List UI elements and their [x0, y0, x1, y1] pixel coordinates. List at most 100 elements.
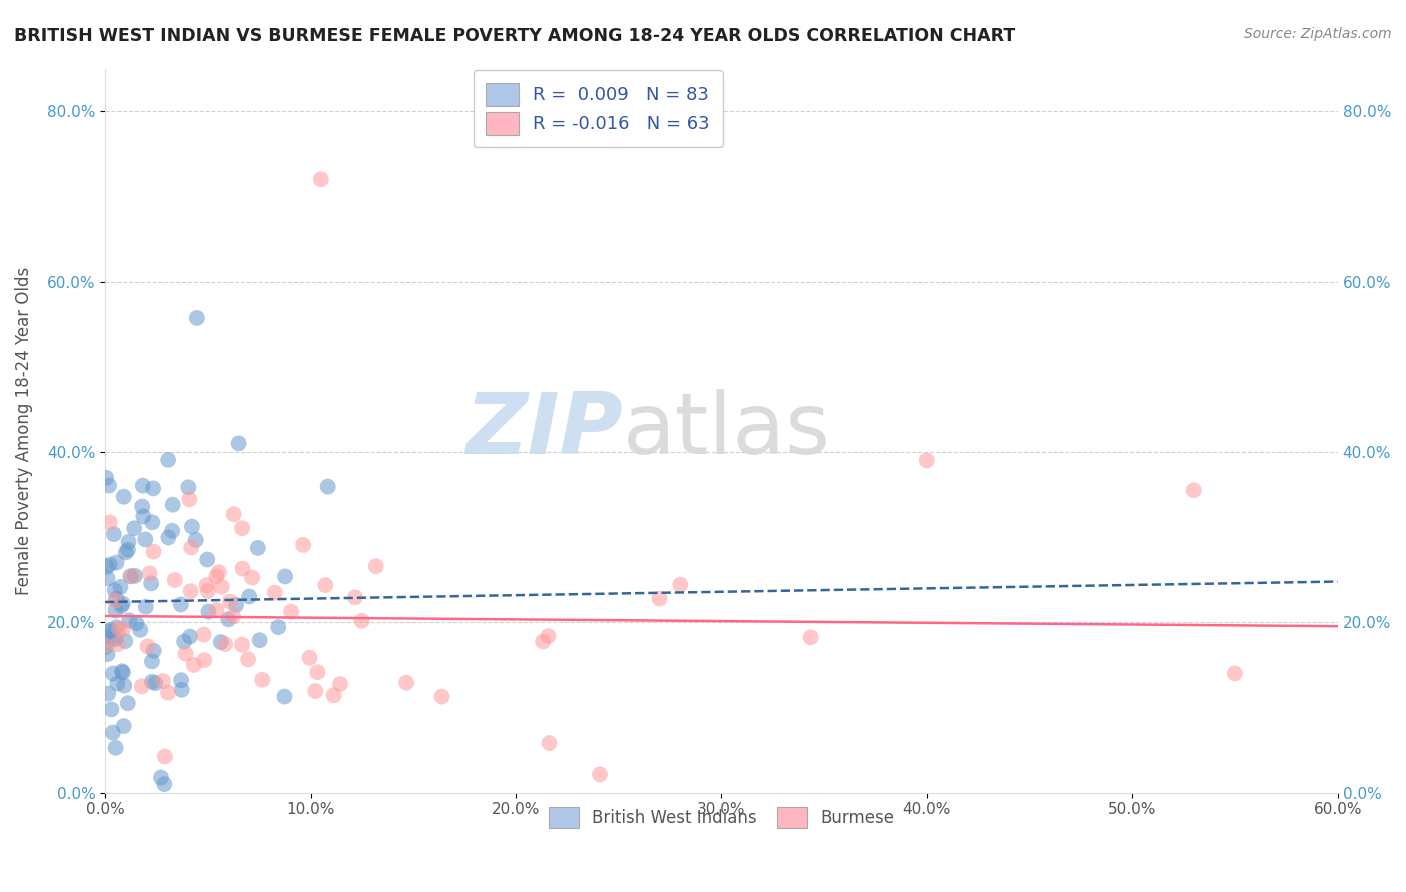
Point — [97, 687, 120, 701]
Point — [96, 559, 118, 574]
Point — [96, 471, 118, 485]
Point — [316, 480, 339, 494]
Point — [134, 533, 156, 547]
Point — [120, 569, 142, 583]
Point — [648, 591, 671, 606]
Point — [104, 603, 127, 617]
Point — [142, 644, 165, 658]
Point — [142, 481, 165, 495]
Point — [111, 597, 134, 611]
Point — [108, 622, 131, 636]
Point — [124, 569, 146, 583]
Point — [329, 677, 352, 691]
Point — [105, 620, 128, 634]
Point — [170, 598, 193, 612]
Point — [156, 685, 179, 699]
Point — [350, 614, 373, 628]
Point — [238, 590, 260, 604]
Point — [110, 580, 132, 594]
Point — [267, 620, 290, 634]
Point — [179, 492, 201, 507]
Point — [112, 719, 135, 733]
Point — [531, 634, 554, 648]
Point — [343, 591, 366, 605]
Point — [180, 541, 202, 555]
Point — [104, 593, 127, 607]
Point — [135, 599, 157, 614]
Point — [240, 571, 263, 585]
Point — [141, 674, 163, 689]
Point — [197, 584, 219, 599]
Legend: British West Indians, Burmese: British West Indians, Burmese — [543, 800, 901, 835]
Point — [252, 673, 274, 687]
Point — [117, 696, 139, 710]
Point — [197, 605, 219, 619]
Point — [208, 566, 231, 580]
Point — [800, 631, 823, 645]
Point — [141, 516, 163, 530]
Point — [141, 576, 163, 591]
Point — [111, 623, 134, 637]
Point — [96, 571, 118, 585]
Point — [97, 624, 120, 639]
Point — [1182, 483, 1205, 498]
Point — [112, 679, 135, 693]
Point — [170, 682, 193, 697]
Point — [214, 637, 236, 651]
Point — [186, 310, 208, 325]
Point — [209, 635, 232, 649]
Point — [117, 543, 139, 558]
Point — [180, 584, 202, 599]
Point — [131, 500, 153, 514]
Point — [101, 632, 124, 646]
Point — [114, 545, 136, 559]
Point — [153, 749, 176, 764]
Point — [231, 521, 253, 535]
Point — [111, 665, 134, 680]
Point — [98, 558, 121, 572]
Point — [537, 629, 560, 643]
Point — [157, 531, 180, 545]
Point — [105, 591, 128, 606]
Point — [163, 573, 186, 587]
Point — [538, 736, 561, 750]
Point — [1223, 666, 1246, 681]
Point — [104, 740, 127, 755]
Text: ZIP: ZIP — [465, 389, 623, 472]
Point — [131, 679, 153, 693]
Point — [249, 633, 271, 648]
Point — [211, 580, 233, 594]
Point — [121, 569, 143, 583]
Point — [132, 478, 155, 492]
Point — [395, 675, 418, 690]
Point — [236, 652, 259, 666]
Point — [179, 630, 201, 644]
Point — [263, 585, 285, 599]
Point — [174, 647, 197, 661]
Point — [205, 569, 228, 583]
Point — [177, 480, 200, 494]
Point — [101, 725, 124, 739]
Point — [231, 638, 253, 652]
Point — [141, 654, 163, 668]
Point — [103, 527, 125, 541]
Point — [669, 577, 692, 591]
Point — [114, 634, 136, 648]
Point — [231, 561, 253, 575]
Point — [157, 453, 180, 467]
Point — [152, 674, 174, 689]
Point — [309, 172, 332, 186]
Point — [94, 640, 117, 655]
Point — [160, 524, 183, 538]
Point — [118, 613, 141, 627]
Point — [298, 650, 321, 665]
Point — [217, 612, 239, 626]
Point — [96, 647, 118, 661]
Point — [280, 605, 302, 619]
Point — [180, 519, 202, 533]
Point — [136, 640, 159, 654]
Point — [307, 665, 329, 680]
Point — [915, 453, 938, 467]
Point — [430, 690, 453, 704]
Point — [292, 538, 315, 552]
